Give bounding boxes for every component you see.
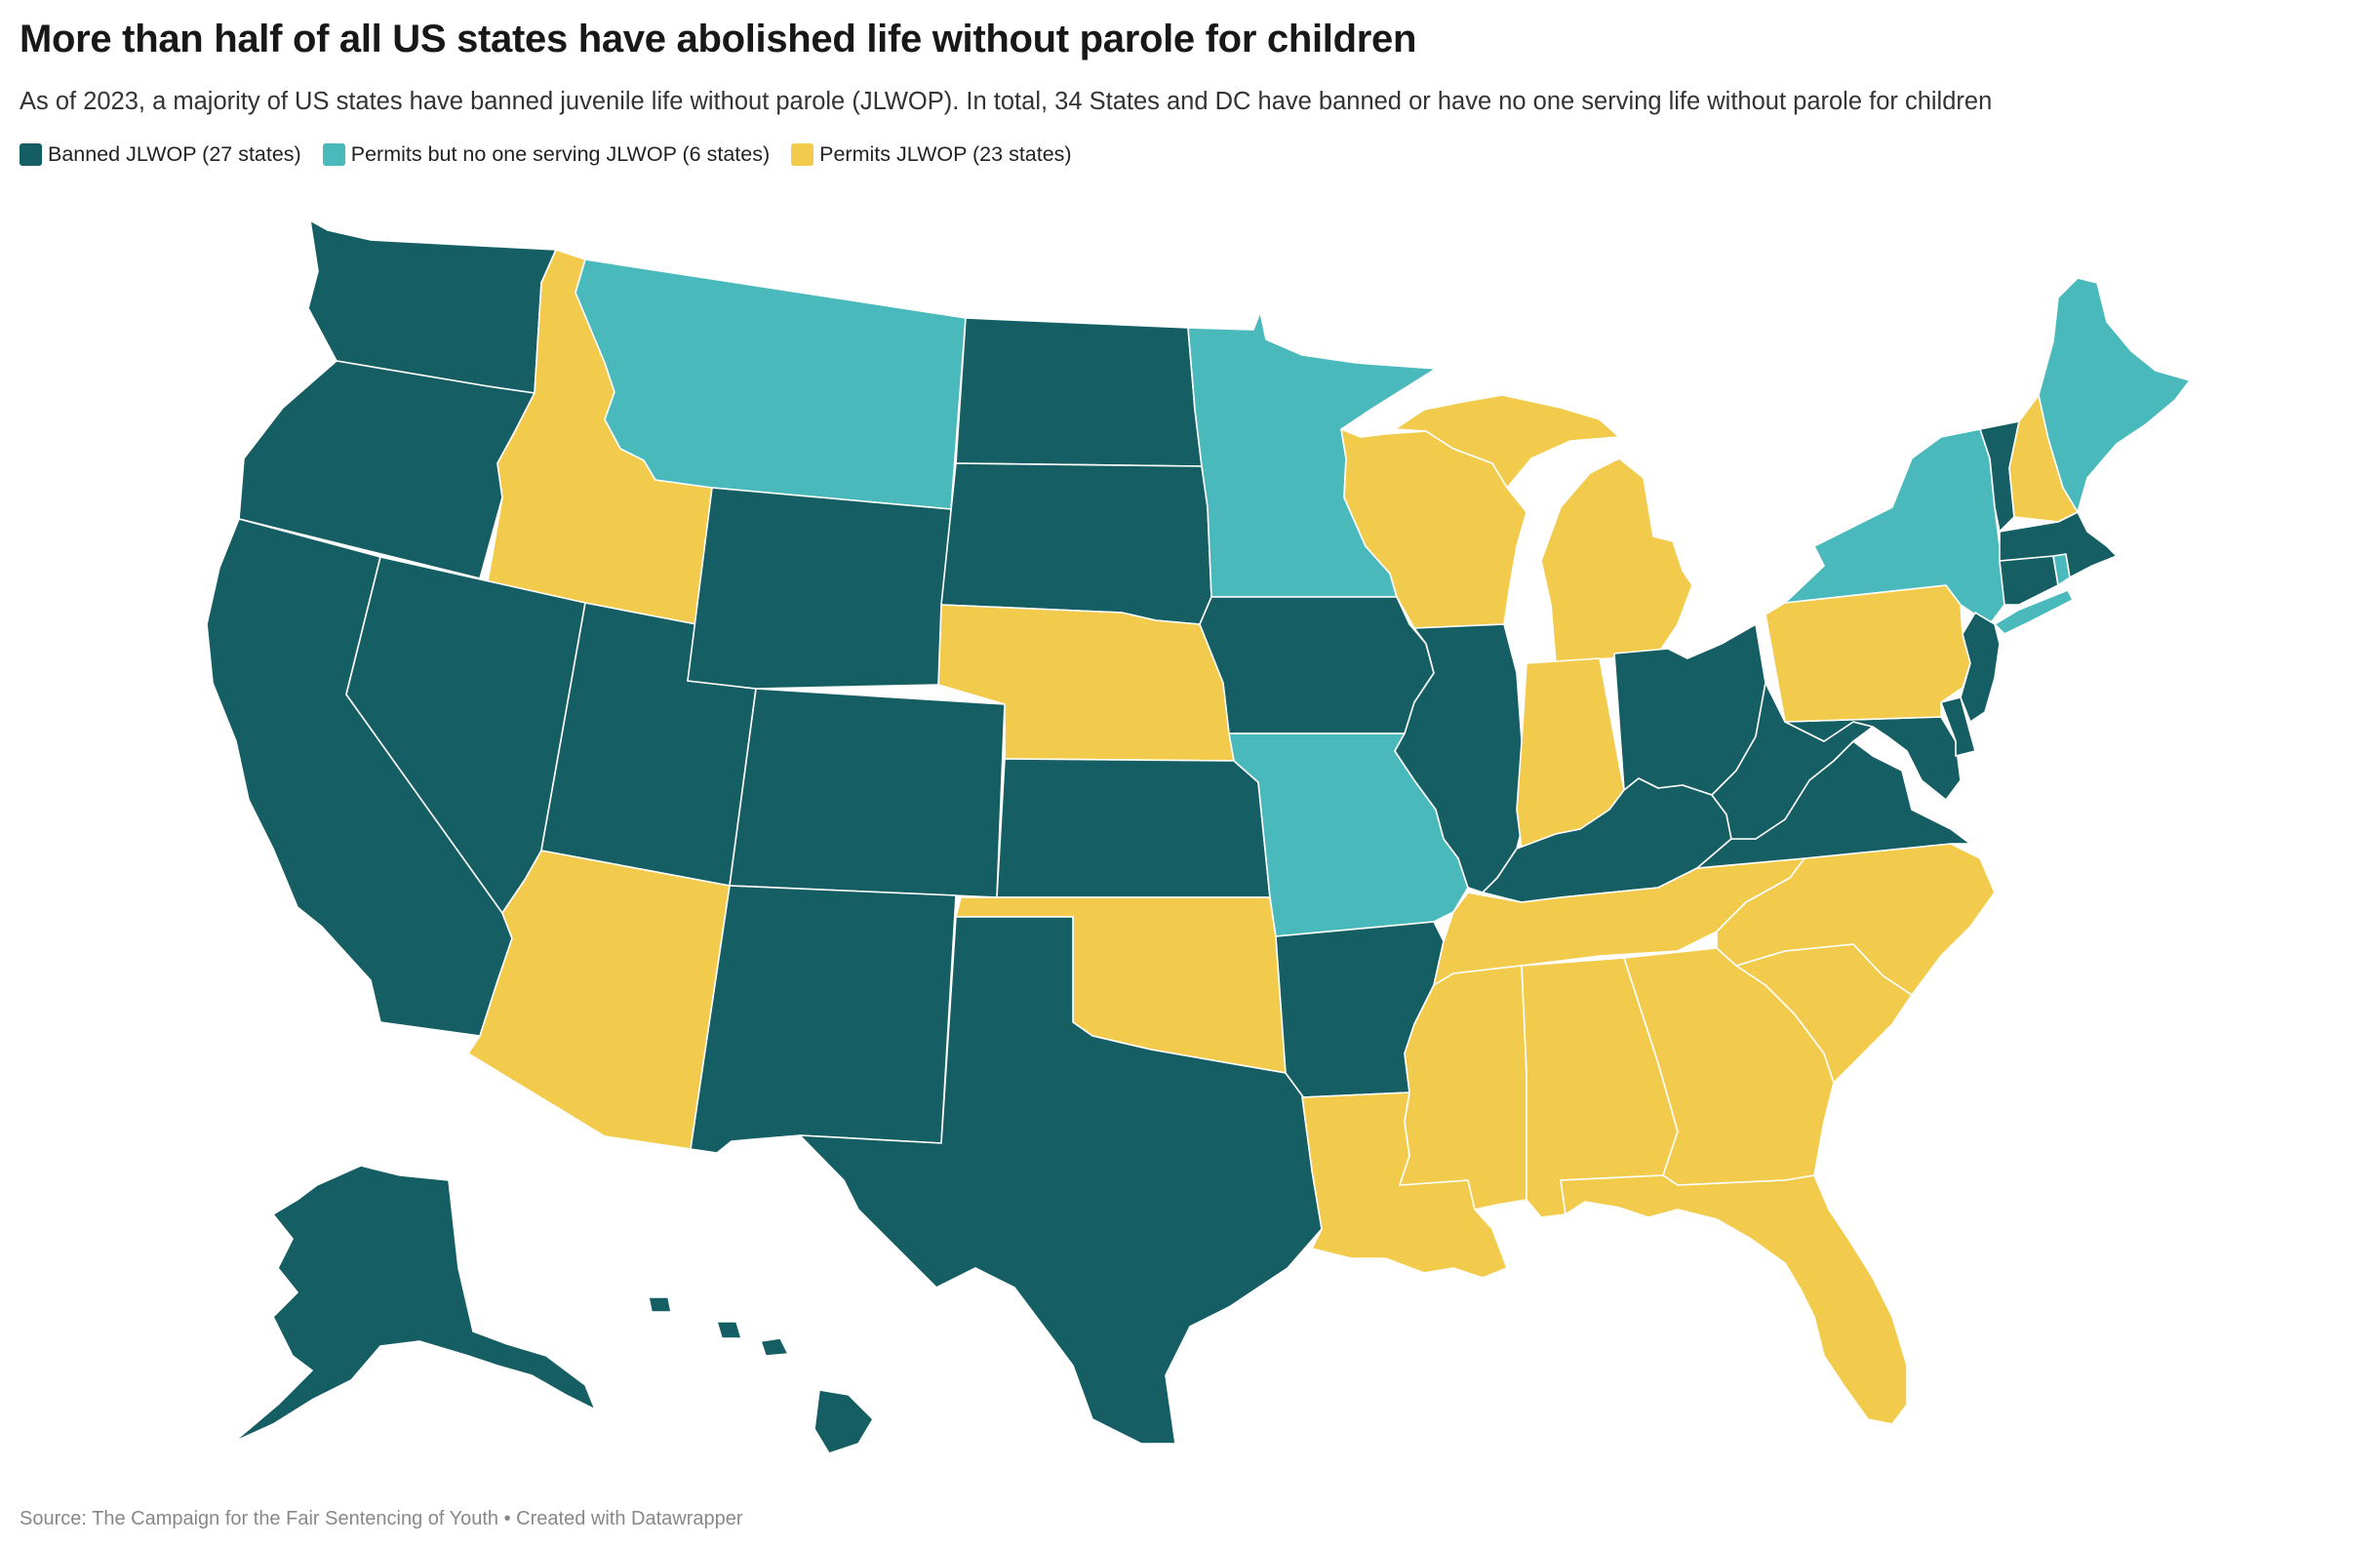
state-tx[interactable] [799, 916, 1323, 1445]
legend-label-permits: Permits JLWOP (23 states) [819, 142, 1072, 166]
legend-label-banned: Banned JLWOP (27 states) [48, 142, 301, 166]
source-note: Source: The Campaign for the Fair Senten… [20, 1508, 743, 1529]
legend-item-permits: Permits JLWOP (23 states) [791, 142, 1072, 167]
state-wv[interactable] [1711, 682, 1874, 840]
state-fl[interactable] [1560, 1174, 1908, 1425]
state-wi[interactable] [1340, 428, 1527, 629]
legend-item-no-one-serving: Permits but no one serving JLWOP (6 stat… [322, 142, 771, 167]
state-de[interactable] [1940, 696, 1976, 757]
state-nc[interactable] [1716, 843, 1996, 996]
state-mi-lower[interactable] [1540, 457, 1693, 664]
state-ak[interactable] [233, 1165, 596, 1443]
chart-title: More than half of all US states have abo… [20, 18, 1417, 60]
legend-swatch-permits [791, 143, 814, 166]
chart-subtitle: As of 2023, a majority of US states have… [20, 88, 1993, 115]
state-hi[interactable] [648, 1296, 874, 1454]
state-ia[interactable] [1199, 596, 1435, 734]
state-sd[interactable] [940, 462, 1212, 625]
state-mi-upper[interactable] [1394, 394, 1620, 489]
state-ks[interactable] [996, 758, 1271, 898]
legend-swatch-banned [20, 143, 42, 166]
state-ny-li[interactable] [1994, 589, 2074, 635]
state-nd[interactable] [955, 317, 1203, 467]
state-me[interactable] [2038, 277, 2191, 513]
state-wy[interactable] [687, 487, 952, 690]
legend-item-banned: Banned JLWOP (27 states) [20, 142, 301, 167]
state-md[interactable] [1784, 716, 1962, 801]
legend-swatch-no-one-serving [322, 143, 345, 166]
state-pa[interactable] [1765, 584, 1971, 723]
legend-label-no-one-serving: Permits but no one serving JLWOP (6 stat… [350, 142, 771, 166]
legend: Banned JLWOP (27 states) Permits but no … [20, 142, 1072, 167]
state-nj[interactable] [1960, 612, 2001, 723]
state-mt[interactable] [575, 258, 967, 510]
state-co[interactable] [729, 688, 1006, 898]
state-nm[interactable] [690, 885, 957, 1154]
